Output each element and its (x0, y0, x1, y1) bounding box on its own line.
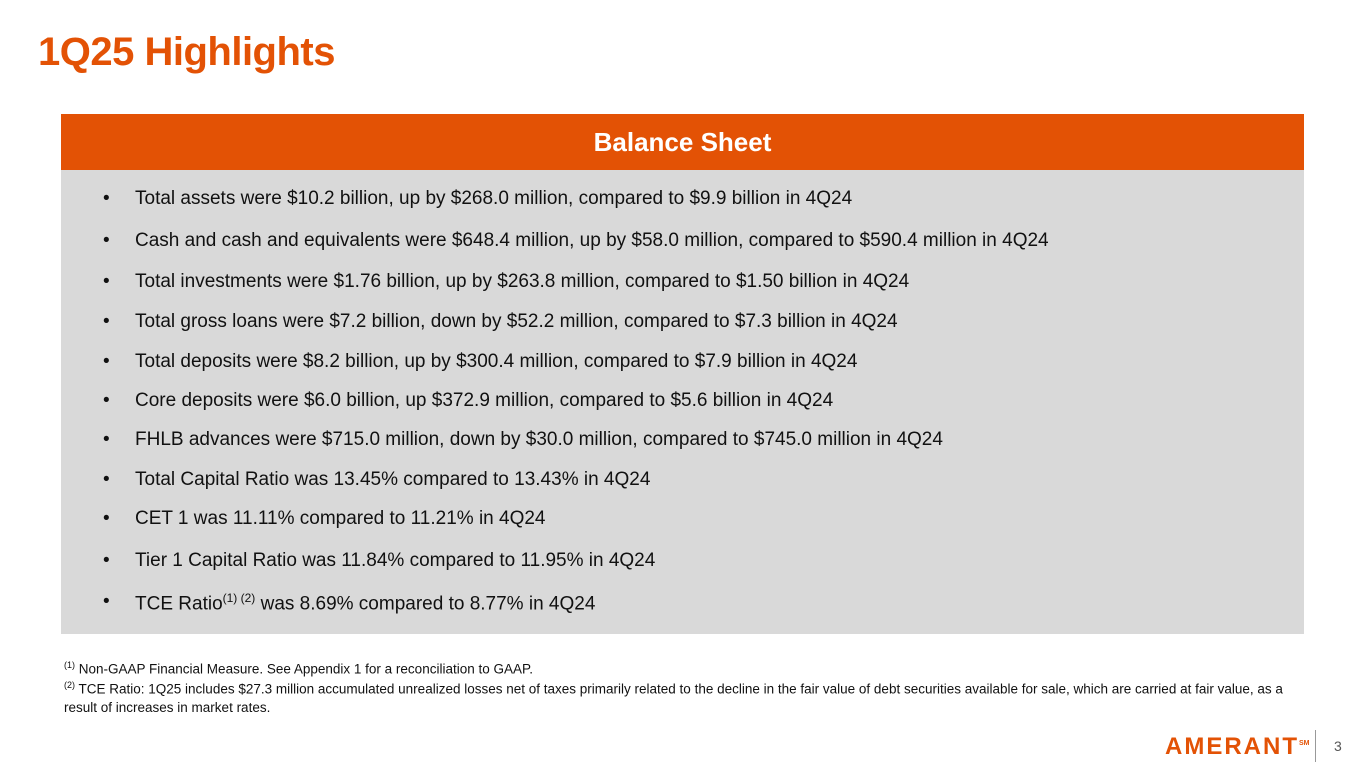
bullet-dot: • (103, 469, 110, 490)
bullet-text: Core deposits were $6.0 billion, up $372… (135, 390, 834, 411)
bullet-dot: • (103, 508, 110, 529)
bullet-dot: • (103, 429, 110, 450)
footnote: (2) TCE Ratio: 1Q25 includes $27.3 milli… (64, 676, 1304, 717)
bullet-box: • Total assets were $10.2 billion, up by … (61, 170, 1304, 634)
logo: AMERANTSM (1165, 733, 1310, 761)
bullet-text: Total Capital Ratio was 13.45% compared … (135, 469, 651, 490)
bullet-text-part: was 8.69% compared to 8.77% in 4Q24 (255, 593, 596, 615)
footnote-mark: (1) (64, 660, 75, 670)
bullet-dot: • (103, 351, 110, 372)
bullet-text: FHLB advances were $715.0 million, down … (135, 429, 943, 450)
bullet-text: Total assets were $10.2 billion, up by $… (135, 188, 853, 209)
footnote-mark: (2) (64, 680, 75, 690)
bullet-text: Cash and cash and equivalents were $648.… (135, 230, 1049, 251)
bullet-text: Total investments were $1.76 billion, up… (135, 271, 910, 292)
bullet-text: TCE Ratio(1) (2) was 8.69% compared to 8… (135, 591, 595, 615)
bullet-dot: • (103, 230, 110, 251)
bullet-dot: • (103, 591, 110, 612)
bullet-superscript: (1) (2) (222, 591, 256, 605)
section-header-text: Balance Sheet (593, 127, 772, 157)
bullet-dot: • (103, 550, 110, 571)
logo-text: AMERANT (1165, 733, 1299, 760)
logo-mark: SM (1299, 740, 1310, 747)
bullet-dot: • (103, 271, 110, 292)
page-number: 3 (1334, 738, 1342, 754)
bullet-dot: • (103, 311, 110, 332)
bullet-text: Tier 1 Capital Ratio was 11.84% compared… (135, 550, 656, 571)
divider (1315, 730, 1316, 762)
footnote-text: TCE Ratio: 1Q25 includes $27.3 million a… (64, 681, 1283, 715)
section-header: Balance Sheet (61, 114, 1304, 170)
bullet-text: Total deposits were $8.2 billion, up by … (135, 351, 858, 372)
footnote: (1) Non-GAAP Financial Measure. See Appe… (64, 656, 1304, 679)
bullet-dot: • (103, 188, 110, 209)
bullet-text: Total gross loans were $7.2 billion, dow… (135, 311, 898, 332)
slide-title: 1Q25 Highlights (38, 30, 336, 74)
bullet-dot: • (103, 390, 110, 411)
bullet-text: CET 1 was 11.11% compared to 11.21% in 4… (135, 508, 546, 529)
bullet-text-part: TCE Ratio (135, 593, 223, 615)
footnote-text: Non-GAAP Financial Measure. See Appendix… (75, 661, 534, 677)
